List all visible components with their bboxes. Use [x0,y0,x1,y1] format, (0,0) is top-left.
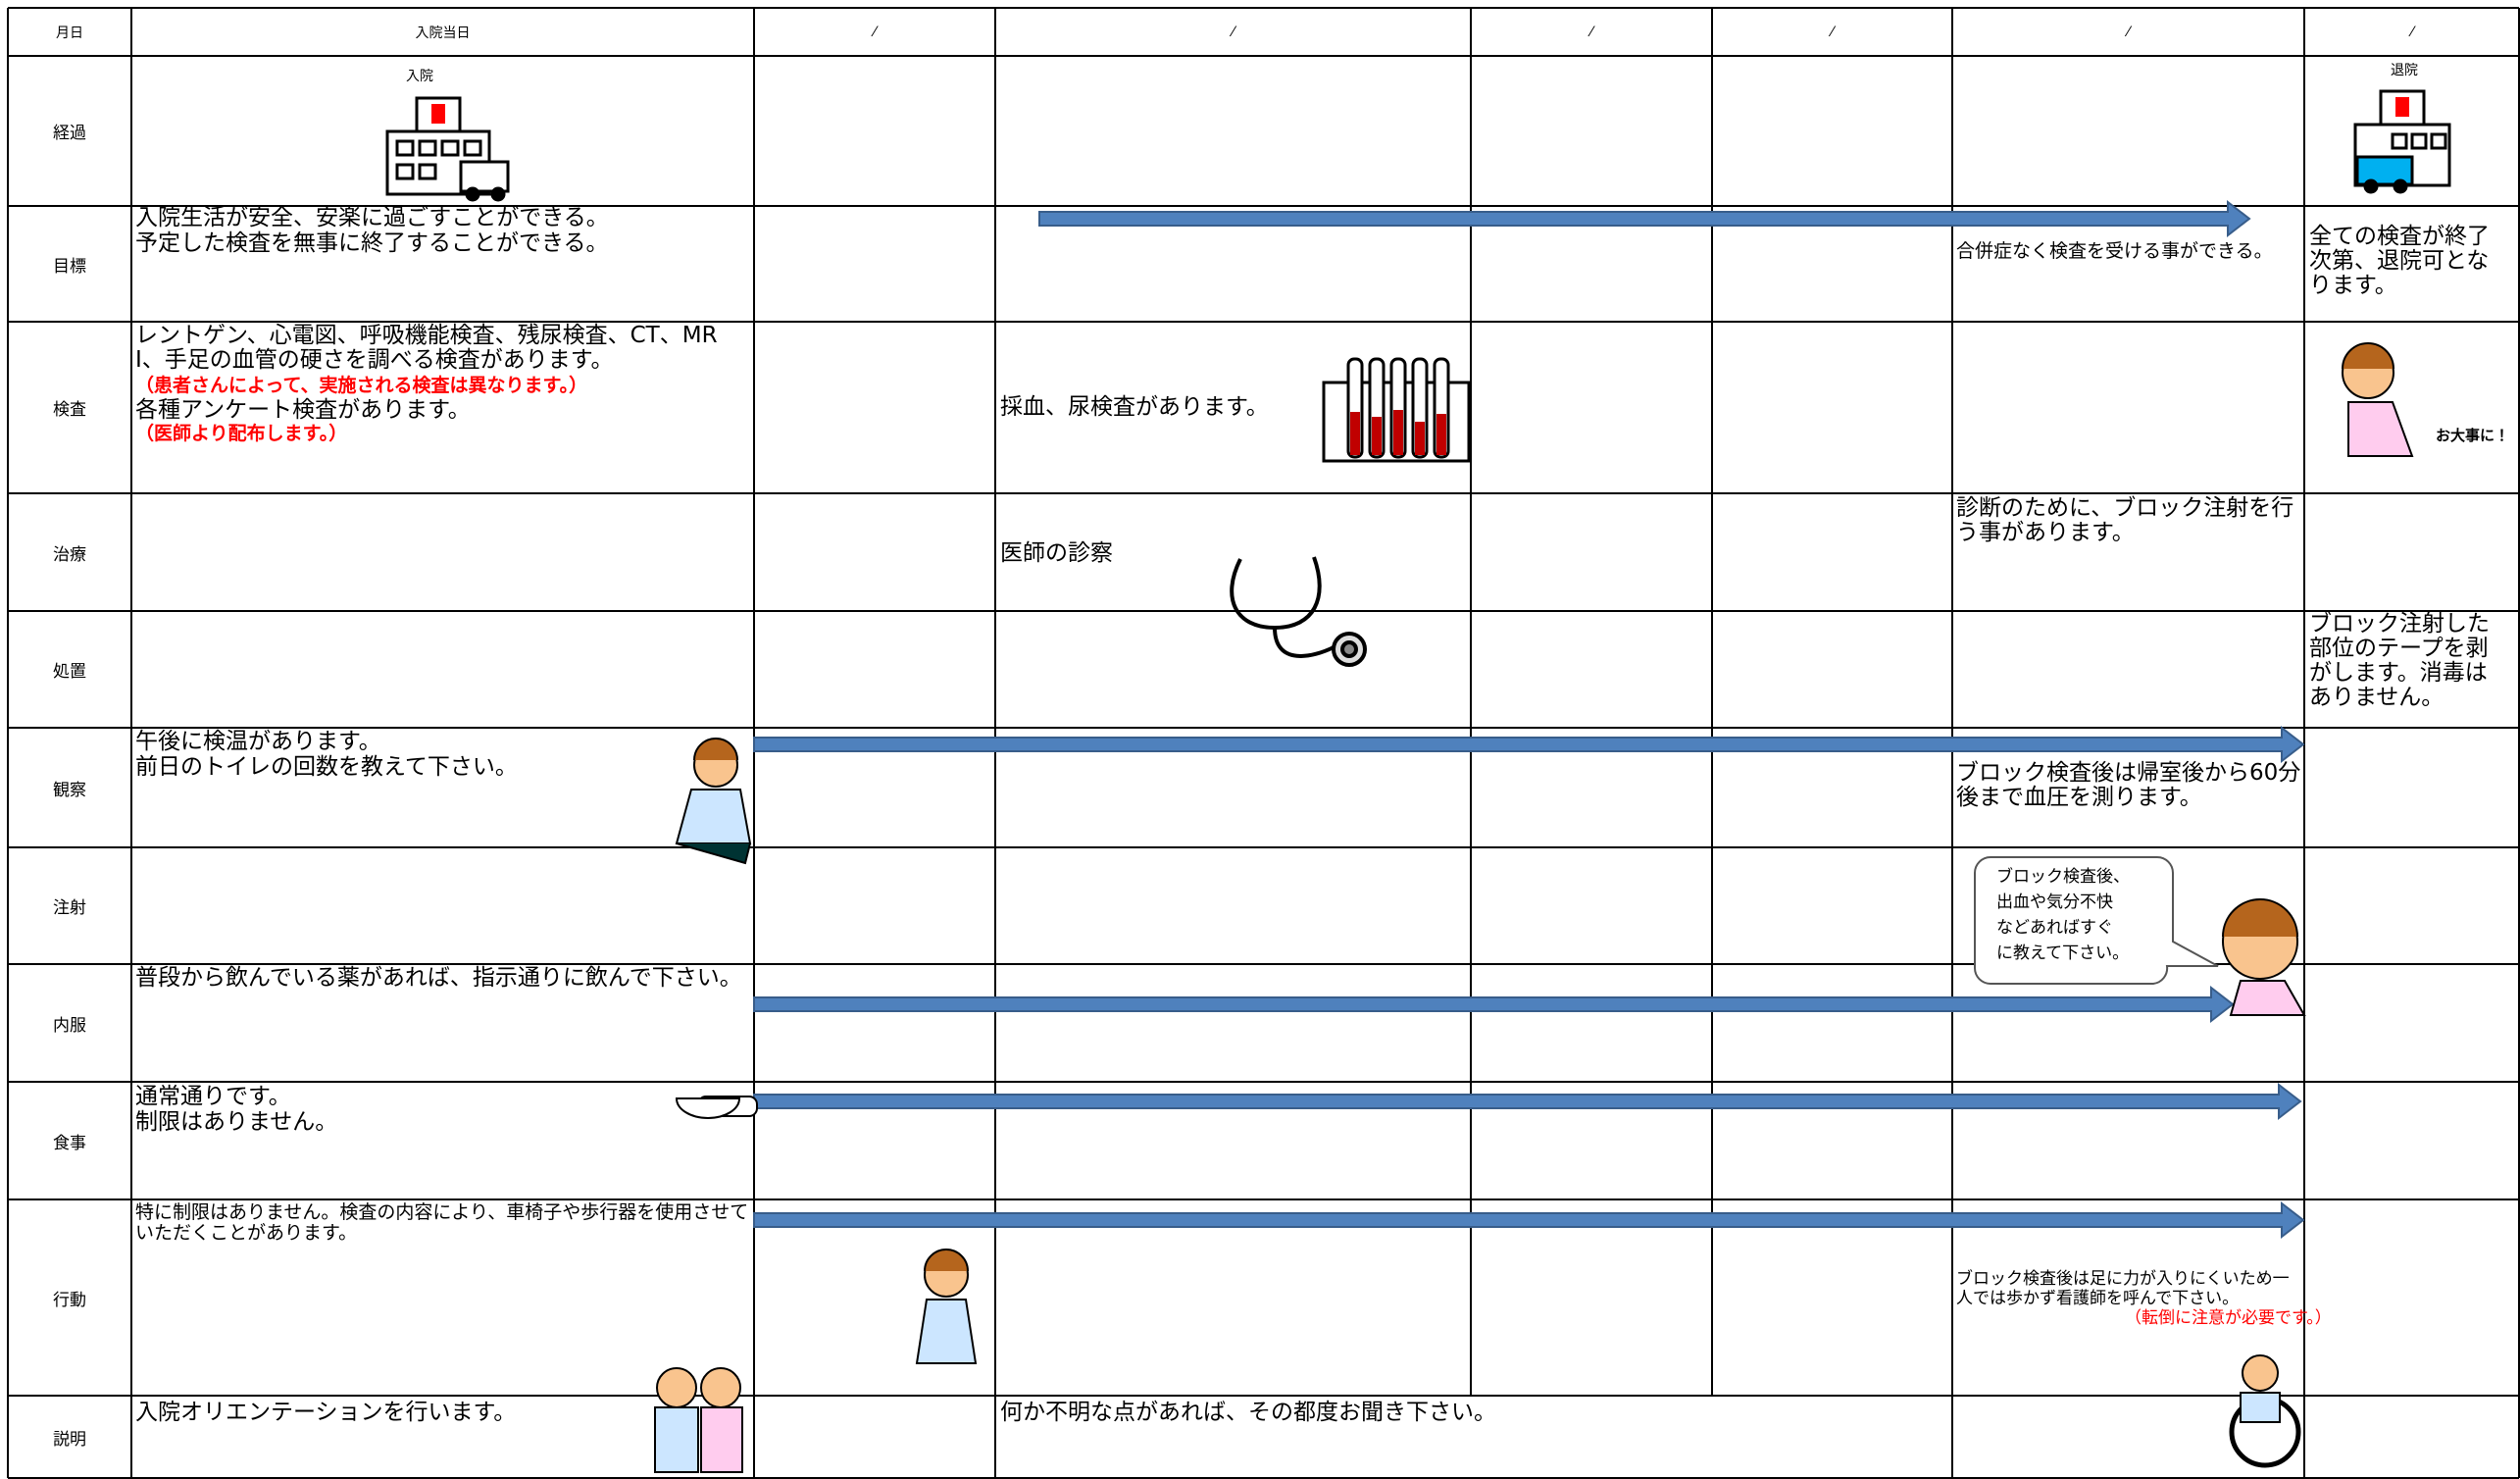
cell-text: 普段から飲んでいる薬があれば、指示通りに飲んで下さい。 [135,965,742,991]
cell-text: 診断のために、ブロック注射を行う事があります。 [1956,495,2294,545]
row-label: 処置 [53,662,86,682]
row-label: 食事 [53,1133,86,1153]
stethoscope-icon [1230,556,1367,667]
arrows [753,199,2305,1240]
arrow [753,725,2305,764]
grid-lines [7,7,2520,1479]
row-label: 経過 [53,124,86,143]
cell-text: ブロック検査後は帰室後から60分後まで血圧を測ります。 [1956,760,2301,810]
cell-text: 各種アンケート検査があります。 [135,397,471,423]
cell-text: ブロック検査後は足に力が入りにくいため一人では歩かず看護師を呼んで下さい。 [1956,1269,2290,1308]
cell-text: 特に制限はありません。検査の内容により、車椅子や歩行器を使用させていただくことが… [135,1201,749,1244]
people-icons [654,342,2414,1473]
day-label: ⁄ [1232,24,1235,40]
cell-text-red: （転倒に注意が必要です。） [2125,1308,2332,1328]
arrow [1038,199,2251,238]
row-label: 検査 [53,400,86,420]
hospital-icon [385,96,510,202]
row-label: 内服 [53,1015,86,1036]
cell-text: 何か不明な点があれば、その都度お聞き下さい。 [1000,1400,1496,1425]
row-label: 観察 [53,780,86,800]
row-label: 治療 [53,544,86,565]
day-label: ⁄ [1831,24,1834,40]
day-label: ⁄ [873,24,877,40]
test-tube-icon [1322,357,1471,463]
cell-text: 全ての検査が終了次第、退院可となります。 [2309,224,2490,298]
discharge-icon [2353,89,2451,194]
day-label: ⁄ [2410,24,2414,40]
cell-text-red: （医師より配布します。） [135,423,348,444]
icon-caption: 退院 [2391,63,2418,78]
icon-caption: 入院 [406,69,433,84]
bubble-text: ブロック検査後、 [1996,867,2130,887]
cell-text: 採血、尿検査があります。 [1000,394,1269,420]
cell-text: 通常通りです。 [135,1084,291,1109]
cell-text: 予定した検査を無事に終了することができる。 [135,230,609,256]
cell-text: 午後に検温があります。 [135,729,381,754]
cell-text-red: （患者さんによって、実施される検査は異なります。） [135,375,588,396]
icon-caption: お大事に！ [2436,427,2510,444]
row-label: 説明 [53,1430,86,1450]
row-label: 目標 [53,256,86,277]
cell-text: ブロック注射した部位のテープを剥がします。消毒はありません。 [2309,611,2490,710]
cell-text: 医師の診察 [1000,540,1113,566]
arrow [753,1082,2302,1121]
cell-text: 入院生活が安全、安楽に過ごすことができる。 [135,205,609,230]
row-label: 行動 [53,1290,86,1310]
header-label: 月日 [56,25,83,41]
bubble-text: などあればすぐ [1996,918,2113,938]
cell-text: 制限はありません。 [135,1109,338,1135]
cell-text: 合併症なく検査を受ける事ができる。 [1956,240,2273,262]
speech-bubble [1974,856,2219,985]
bubble-text: に教えて下さい。 [1996,944,2130,963]
day-label: 入院当日 [415,25,471,41]
bubble-text: 出血や気分不快 [1996,892,2113,912]
cell-text: 入院オリエンテーションを行います。 [135,1400,517,1425]
arrow [753,985,2235,1024]
row-label: 注射 [53,898,86,918]
day-label: ⁄ [2127,24,2130,40]
day-label: ⁄ [1589,24,1593,40]
cell-text: 前日のトイレの回数を教えて下さい。 [135,754,518,780]
cell-text: レントゲン、心電図、呼吸機能検査、残尿検査、CT、MRI、手足の血管の硬さを調べ… [135,323,718,373]
arrow [753,1200,2305,1240]
